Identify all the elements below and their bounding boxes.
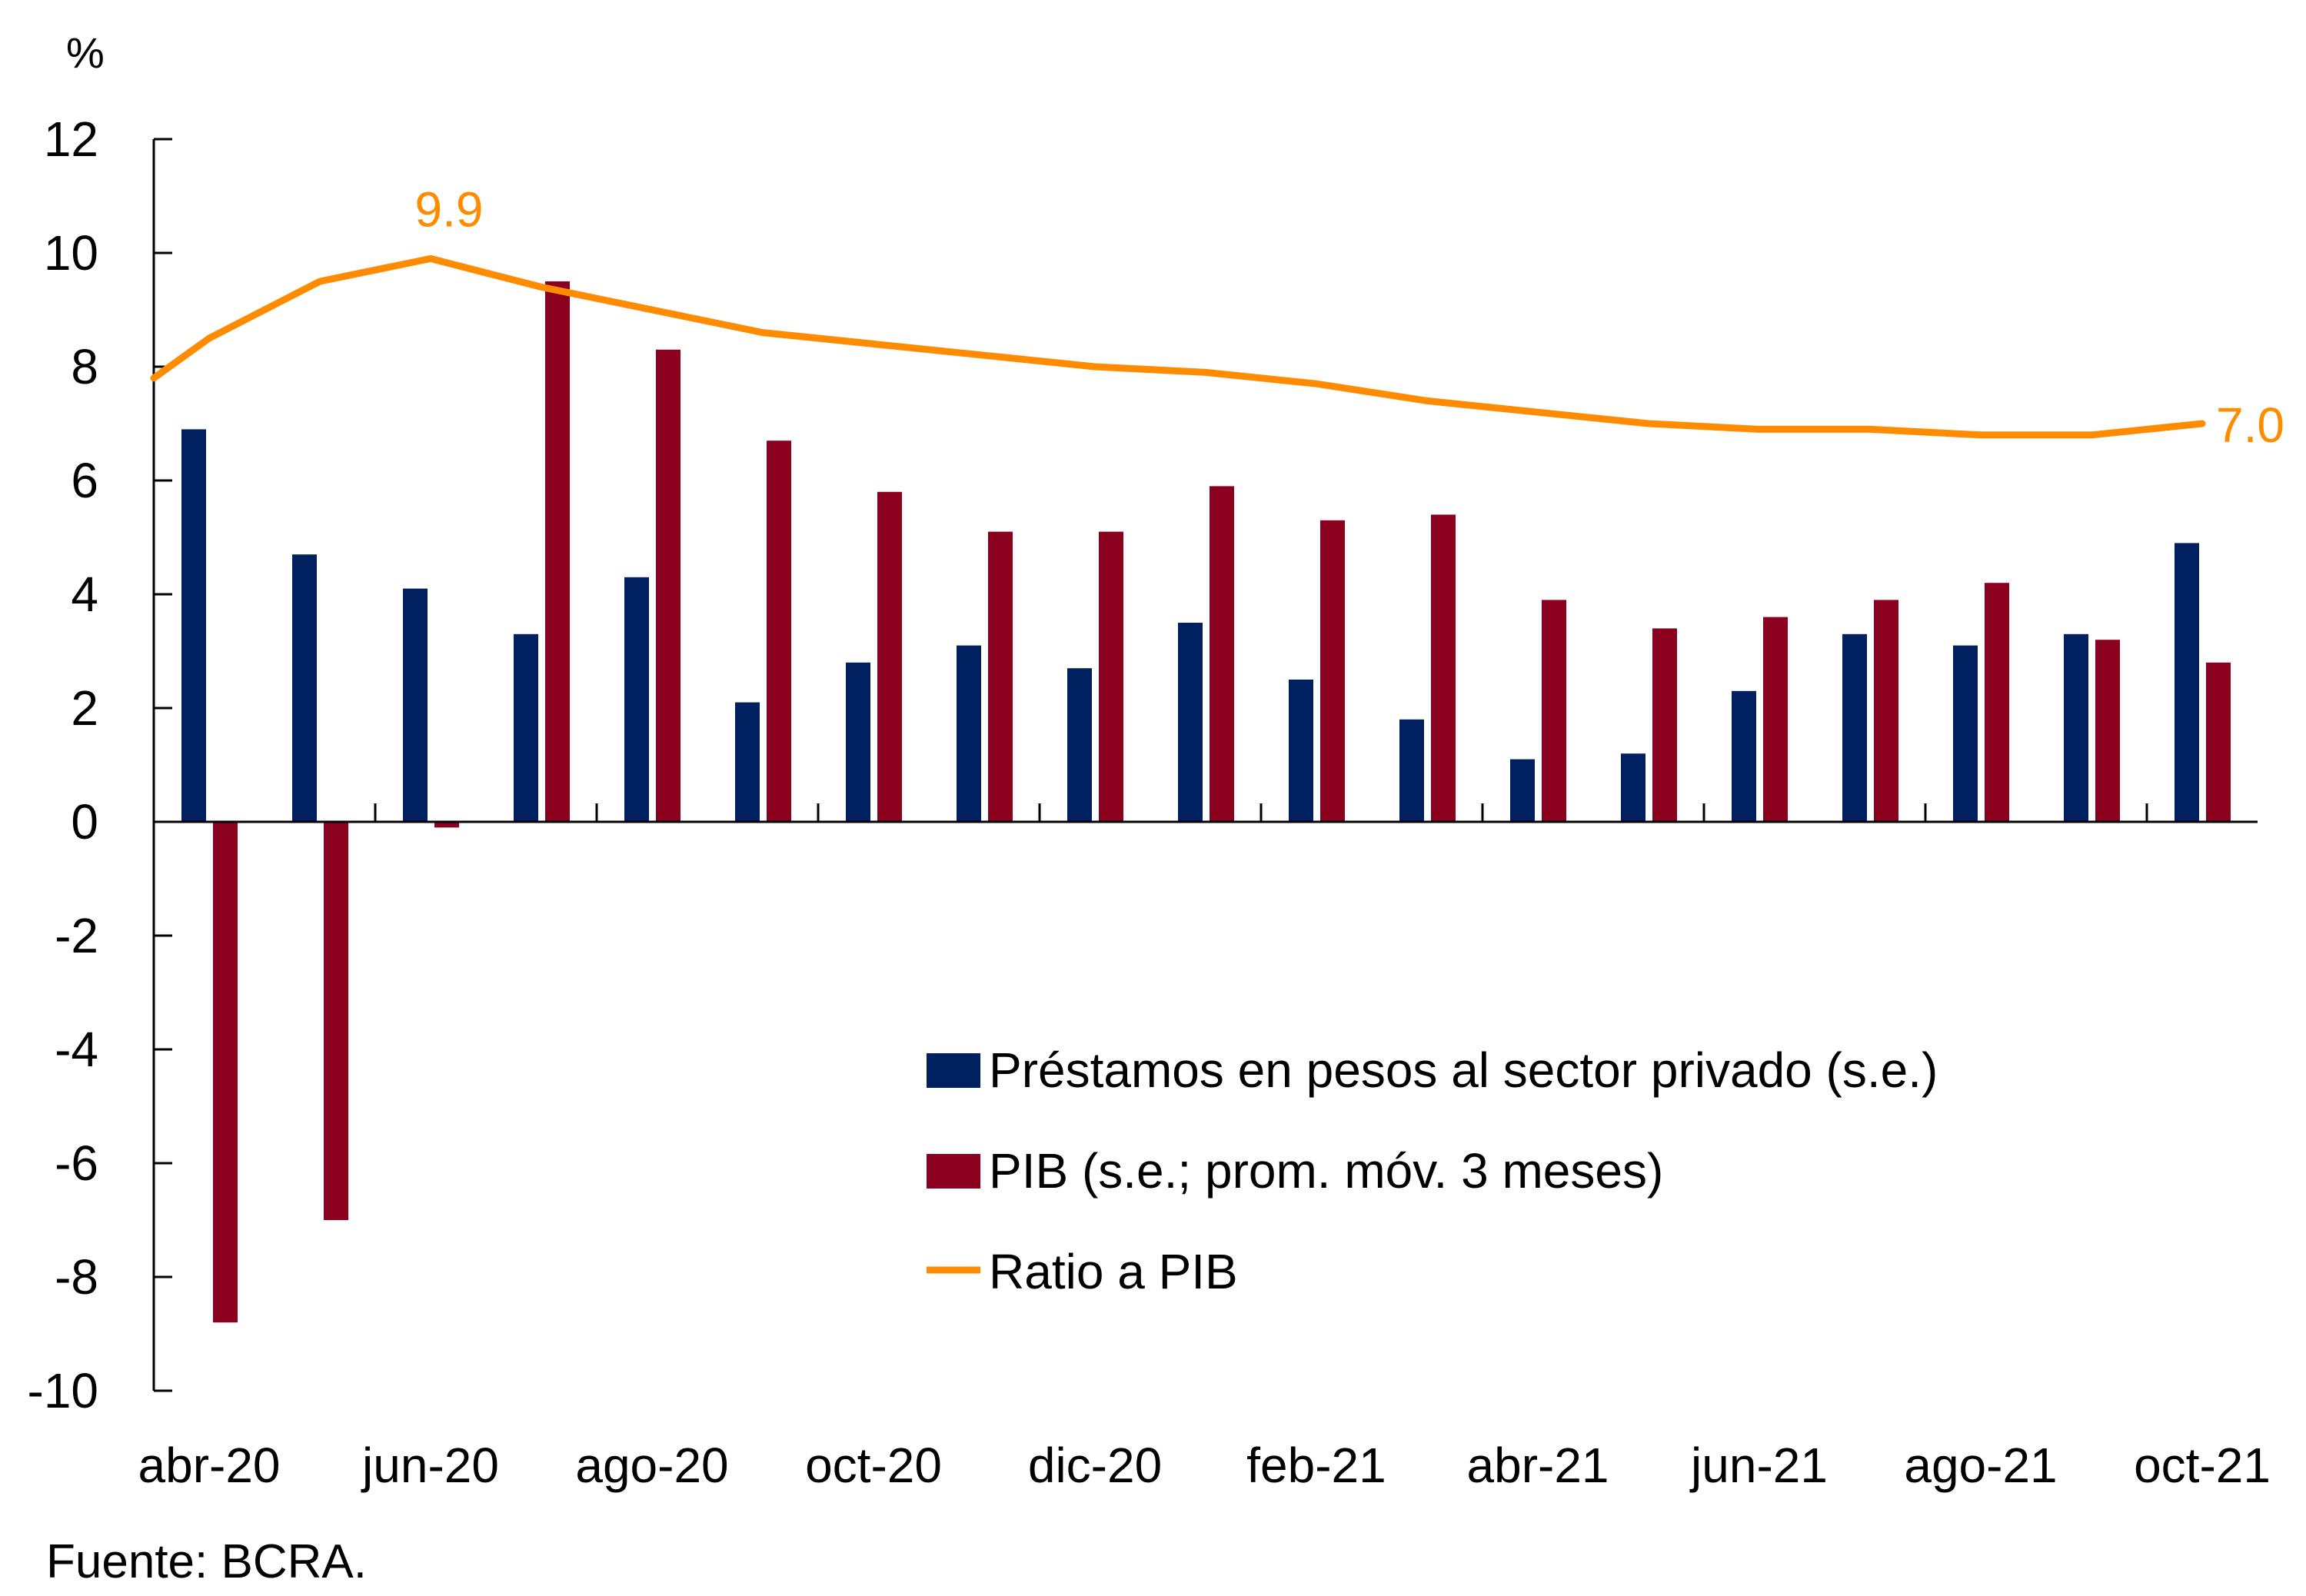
line-ratio-pib bbox=[150, 254, 2206, 439]
data-label-ratio-jun-20: 9.9 bbox=[415, 181, 484, 237]
y-tick-label: 12 bbox=[44, 111, 98, 167]
bar-pib-nov-20 bbox=[988, 531, 1013, 822]
bar-prestamos-may-21 bbox=[1621, 753, 1645, 822]
bar-pib-sep-21 bbox=[2095, 640, 2120, 822]
y-tick-label: -6 bbox=[55, 1135, 98, 1191]
bar-pib-oct-20 bbox=[877, 491, 902, 822]
bar-prestamos-feb-21 bbox=[1289, 680, 1313, 822]
bar-prestamos-abr-21 bbox=[1510, 759, 1535, 822]
y-tick-label: -2 bbox=[55, 908, 98, 963]
x-tick-label: abr-21 bbox=[1467, 1438, 1609, 1493]
bar-prestamos-oct-21 bbox=[2175, 543, 2199, 822]
x-tick-label: dic-20 bbox=[1028, 1438, 1162, 1493]
bar-prestamos-sep-20 bbox=[735, 702, 760, 822]
bar-prestamos-may-20 bbox=[292, 554, 317, 822]
bar-prestamos-dic-20 bbox=[1067, 668, 1092, 822]
legend-swatch-prestamos bbox=[927, 1053, 980, 1088]
legend-swatch-pib bbox=[927, 1154, 980, 1189]
y-tick-label: 0 bbox=[71, 794, 98, 850]
bar-pib-may-21 bbox=[1652, 628, 1677, 822]
data-labels-layer: 9.9 7.0 bbox=[415, 181, 2284, 453]
bar-prestamos-mar-21 bbox=[1399, 719, 1424, 822]
bar-prestamos-jul-20 bbox=[514, 633, 538, 822]
x-tick-label: jun-21 bbox=[1689, 1438, 1828, 1493]
x-tick-label: oct-21 bbox=[2134, 1438, 2271, 1493]
y-unit-label: % bbox=[66, 28, 105, 77]
bar-pib-may-20 bbox=[324, 822, 348, 1220]
bar-pib-ago-21 bbox=[1985, 583, 2009, 822]
y-tick-label: -10 bbox=[28, 1363, 99, 1418]
bar-pib-abr-20 bbox=[213, 822, 238, 1323]
bar-prestamos-nov-20 bbox=[957, 645, 981, 822]
legend-label-pib: PIB (s.e.; prom. móv. 3 meses) bbox=[989, 1143, 1663, 1199]
bar-prestamos-jun-21 bbox=[1732, 690, 1756, 822]
bar-pib-abr-21 bbox=[1542, 600, 1566, 822]
bar-prestamos-ago-20 bbox=[624, 577, 649, 822]
bar-pib-ago-20 bbox=[656, 349, 680, 822]
y-tick-label: 6 bbox=[71, 453, 98, 508]
x-tick-label: ago-21 bbox=[1904, 1438, 2057, 1493]
x-tick-label: abr-20 bbox=[138, 1438, 281, 1493]
axes-layer: 12 10 8 6 4 2 0 -2 -4 -6 -8 -10 abr-20 jun-20 ago-20 oc… bbox=[28, 111, 2271, 1493]
line-layer bbox=[150, 254, 2206, 439]
bar-pib-oct-21 bbox=[2206, 662, 2231, 822]
bar-pib-feb-21 bbox=[1320, 520, 1345, 822]
bar-prestamos-abr-20 bbox=[181, 429, 206, 822]
x-tick-label: jun-20 bbox=[361, 1438, 499, 1493]
y-tick-label: 2 bbox=[71, 680, 98, 736]
y-tick-label: -8 bbox=[55, 1249, 98, 1305]
bar-pib-jun-20 bbox=[434, 822, 459, 828]
y-tick-label: -4 bbox=[55, 1022, 98, 1077]
bars-layer bbox=[181, 281, 2231, 1323]
bar-pib-jun-21 bbox=[1763, 617, 1788, 822]
source-note: Fuente: BCRA. bbox=[46, 1535, 367, 1588]
bar-prestamos-ago-21 bbox=[1953, 645, 1978, 822]
y-tick-label: 10 bbox=[44, 225, 98, 281]
bar-prestamos-sep-21 bbox=[2064, 633, 2088, 822]
bar-pib-jul-20 bbox=[545, 281, 570, 822]
bar-pib-ene-21 bbox=[1210, 486, 1234, 822]
x-tick-label: oct-20 bbox=[805, 1438, 942, 1493]
data-label-ratio-oct-21: 7.0 bbox=[2216, 397, 2284, 453]
bar-prestamos-jul-21 bbox=[1842, 633, 1867, 822]
bar-pib-dic-20 bbox=[1099, 531, 1123, 822]
y-tick-label: 4 bbox=[71, 567, 98, 622]
bar-pib-mar-21 bbox=[1431, 514, 1456, 822]
x-tick-label: ago-20 bbox=[575, 1438, 728, 1493]
bar-prestamos-ene-21 bbox=[1178, 623, 1203, 822]
legend-label-ratio: Ratio a PIB bbox=[989, 1244, 1238, 1299]
legend-label-prestamos: Préstamos en pesos al sector privado (s.… bbox=[989, 1042, 1938, 1098]
bar-prestamos-jun-20 bbox=[403, 588, 428, 822]
y-tick-label: 8 bbox=[71, 339, 98, 394]
legend: Préstamos en pesos al sector privado (s.… bbox=[927, 1042, 1938, 1299]
x-tick-label: feb-21 bbox=[1246, 1438, 1386, 1493]
bar-pib-jul-21 bbox=[1874, 600, 1898, 822]
bar-pib-sep-20 bbox=[767, 441, 791, 822]
bar-prestamos-oct-20 bbox=[846, 662, 870, 822]
